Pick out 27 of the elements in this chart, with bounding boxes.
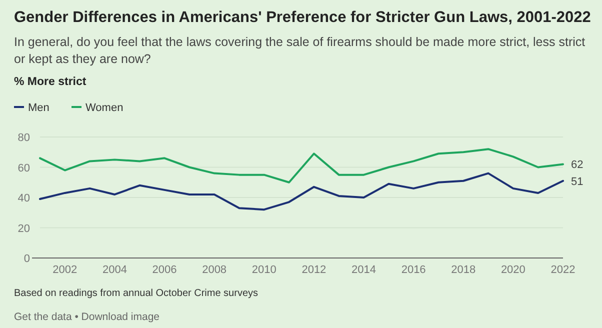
chart-subtitle: In general, do you feel that the laws covering the sale of firearms should be made more strict, less strict or kept as they are now? xyxy=(14,35,586,66)
chart-title: Gender Differences in Americans' Preference for Stricter Gun Laws, 2001-2022 xyxy=(14,9,591,26)
x-tick-label: 2006 xyxy=(152,264,177,276)
y-tick-label: 40 xyxy=(18,192,30,204)
text: Get the data • Download image xyxy=(14,311,160,323)
x-tick-label: 2012 xyxy=(302,264,326,276)
x-tick-label: 2016 xyxy=(401,264,426,276)
y-tick-label: 60 xyxy=(18,162,30,174)
y-tick-label: 0 xyxy=(24,253,30,265)
y-tick-label: 80 xyxy=(18,132,30,144)
x-tick-label: 2002 xyxy=(52,264,78,276)
line-series xyxy=(39,172,564,211)
legend-label: Women xyxy=(86,102,124,114)
x-tick-label: 2022 xyxy=(550,264,576,276)
x-tick-label: 2014 xyxy=(352,264,376,276)
legend-label: Men xyxy=(28,102,50,114)
line-series xyxy=(39,148,564,184)
text: Based on readings from annual October Crime surveys xyxy=(14,288,258,299)
data-label: 51 xyxy=(571,176,584,188)
y-axis-title: % More strict xyxy=(14,76,86,88)
x-tick-label: 2020 xyxy=(500,264,526,276)
x-tick-label: 2018 xyxy=(451,264,476,276)
data-label: 62 xyxy=(571,159,584,172)
x-tick-label: 2008 xyxy=(202,264,227,276)
y-tick-label: 20 xyxy=(18,222,30,235)
x-tick-label: 2004 xyxy=(102,264,127,276)
x-tick-label: 2010 xyxy=(252,264,276,276)
